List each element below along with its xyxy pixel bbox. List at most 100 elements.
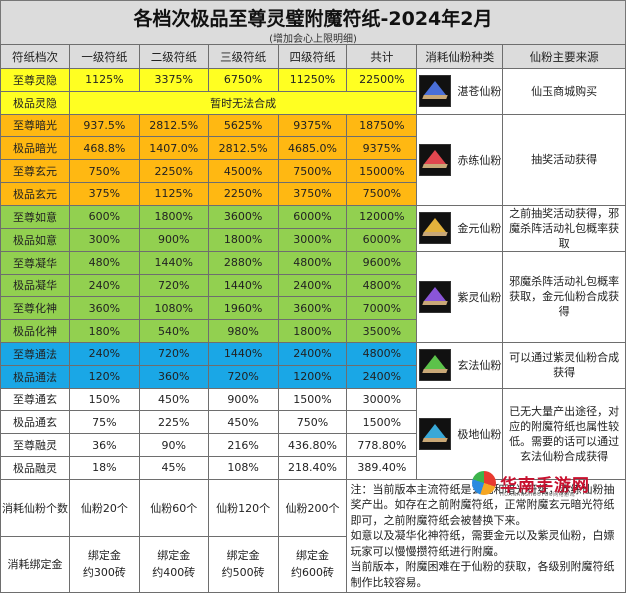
- level4-value: 1200%: [277, 364, 348, 389]
- level1-value: 375%: [68, 181, 140, 206]
- level1-value: 1125%: [68, 68, 140, 92]
- col-header-level2: 二级符纸: [138, 44, 209, 69]
- level1-value: 75%: [68, 410, 140, 435]
- tier-name: 极品化神: [0, 319, 70, 343]
- gold-cost-level4: 绑定金约600砖: [277, 535, 348, 593]
- powder-count-level2: 仙粉60个: [138, 478, 209, 537]
- page-title: 各档次极品至尊灵璧附魔符纸-2024年2月: [133, 8, 493, 30]
- level2-value: 540%: [138, 319, 209, 343]
- gold-cost-line2: 约600砖: [291, 566, 335, 580]
- level4-value: 1500%: [277, 387, 348, 412]
- gold-cost-line2: 约300砖: [82, 566, 126, 580]
- level3-value: 216%: [207, 433, 279, 457]
- level3-value: 3600%: [207, 204, 279, 229]
- total-value: 22500%: [346, 68, 418, 92]
- col-header-powder-type: 消耗仙粉种类: [416, 44, 504, 69]
- level2-value: 450%: [138, 387, 209, 412]
- red-powder-icon: [419, 143, 452, 176]
- enchant-table: 符纸档次 一级符纸 二级符纸 三级符纸 四级符纸 共计 消耗仙粉种类 仙粉主要来…: [0, 44, 626, 593]
- level4-value: 9375%: [277, 113, 348, 138]
- tier-name: 至尊通法: [0, 341, 70, 366]
- level4-value: 2400%: [277, 341, 348, 366]
- header-row: 符纸档次 一级符纸 二级符纸 三级符纸 四级符纸 共计 消耗仙粉种类 仙粉主要来…: [0, 44, 626, 69]
- level2-value: 1407.0%: [138, 136, 209, 161]
- total-value: 4800%: [346, 273, 418, 298]
- powder-name: 湛苍仙粉: [457, 85, 502, 99]
- level1-value: 300%: [68, 227, 140, 252]
- level3-value: 2880%: [207, 250, 279, 275]
- total-value: 12000%: [346, 204, 418, 229]
- powder-count-label: 消耗仙粉个数: [0, 478, 70, 537]
- total-value: 4800%: [346, 341, 418, 366]
- level4-value: 1800%: [277, 319, 348, 343]
- level3-value: 450%: [207, 410, 279, 435]
- powder-name: 极地仙粉: [457, 427, 502, 441]
- table-row: 至尊凝华 480% 1440% 2880% 4800% 9600% 紫灵仙粉 邪…: [0, 250, 626, 343]
- level3-value: 1440%: [207, 341, 279, 366]
- powder-source: 抽奖活动获得: [502, 113, 626, 206]
- table-row: 至尊灵隐 1125% 3375% 6750% 11250% 22500% 湛苍仙…: [0, 68, 626, 115]
- tier-name: 至尊融灵: [0, 433, 70, 457]
- level2-value: 2812.5%: [138, 113, 209, 138]
- powder-source: 已无大量产出途径，对应的附魔符纸也属性较低。需要的话可以通过玄法仙粉合成获得: [502, 387, 626, 480]
- level2-value: 1125%: [138, 181, 209, 206]
- green-powder-icon: [419, 349, 452, 382]
- level2-value: 90%: [138, 433, 209, 457]
- powder-count-level1: 仙粉20个: [68, 478, 140, 537]
- level1-value: 360%: [68, 296, 140, 321]
- gold-cost-level3: 绑定金约500砖: [207, 535, 279, 593]
- col-header-level3: 三级符纸: [207, 44, 279, 69]
- watermark-text: 华南手游网: [500, 475, 590, 496]
- total-value: 2400%: [346, 364, 418, 389]
- col-header-total: 共计: [346, 44, 418, 69]
- powder-count-level3: 仙粉120个: [207, 478, 279, 537]
- level3-value: 5625%: [207, 113, 279, 138]
- tier-name: 极品暗光: [0, 136, 70, 161]
- level1-value: 240%: [68, 273, 140, 298]
- level2-value: 2250%: [138, 159, 209, 183]
- level3-value: 720%: [207, 364, 279, 389]
- level2-value: 1080%: [138, 296, 209, 321]
- level3-value: 1440%: [207, 273, 279, 298]
- gold-cost-level1: 绑定金 约300砖: [68, 535, 140, 593]
- cyan-powder-icon: [419, 417, 452, 450]
- total-value: 18750%: [346, 113, 418, 138]
- powder-source: 之前抽奖活动获得，邪魔杀阵活动礼包概率获取: [502, 204, 626, 252]
- total-value: 7500%: [346, 181, 418, 206]
- tier-name: 极品玄元: [0, 181, 70, 206]
- tier-name: 极品如意: [0, 227, 70, 252]
- gold-cost-level2: 绑定金 约400砖: [138, 535, 209, 593]
- powder-cell: 湛苍仙粉: [416, 68, 504, 115]
- footnote-paragraph: 如意以及凝华化神符纸，需要金元以及紫灵仙粉，白嫖玩家可以慢慢攒符纸进行附魔。: [350, 529, 615, 558]
- tier-name: 至尊玄元: [0, 159, 70, 183]
- powder-name: 赤练仙粉: [457, 153, 502, 167]
- level1-value: 18%: [68, 455, 140, 480]
- level3-value: 1800%: [207, 227, 279, 252]
- level1-value: 480%: [68, 250, 140, 275]
- level4-value: 4685.0%: [277, 136, 348, 161]
- level2-value: 900%: [138, 227, 209, 252]
- powder-cell: 赤练仙粉: [416, 113, 504, 206]
- level4-value: 6000%: [277, 204, 348, 229]
- powder-cell: 紫灵仙粉: [416, 250, 504, 343]
- tier-name: 极品灵隐: [0, 90, 70, 115]
- level4-value: 11250%: [277, 68, 348, 92]
- level2-value: 3375%: [138, 68, 209, 92]
- page-subtitle: (增加会心上限明细): [269, 34, 357, 45]
- title-banner: 各档次极品至尊灵璧附魔符纸-2024年2月 (增加会心上限明细): [0, 0, 626, 45]
- tier-name: 极品通法: [0, 364, 70, 389]
- total-value: 6000%: [346, 227, 418, 252]
- level3-value: 6750%: [207, 68, 279, 92]
- tier-name: 极品凝华: [0, 273, 70, 298]
- gold-cost-line1: 绑定金: [296, 549, 330, 563]
- level2-value: 720%: [138, 341, 209, 366]
- level2-value: 360%: [138, 364, 209, 389]
- col-header-level4: 四级符纸: [277, 44, 348, 69]
- table-row: 至尊如意 600% 1800% 3600% 6000% 12000% 金元仙粉 …: [0, 204, 626, 252]
- level3-value: 2250%: [207, 181, 279, 206]
- total-value: 15000%: [346, 159, 418, 183]
- gold-cost-line1: 绑定金: [226, 549, 260, 563]
- footnote-text: 注：当前版本主流符纸是玄元和暗光符纸，赤练仙粉抽奖产出。如存在之前附魔符纸，正常…: [350, 482, 622, 591]
- gold-cost-line2: 约500砖: [221, 566, 265, 580]
- site-watermark: 华南手游网 HUANANSHOUYOU网络游戏: [472, 469, 622, 498]
